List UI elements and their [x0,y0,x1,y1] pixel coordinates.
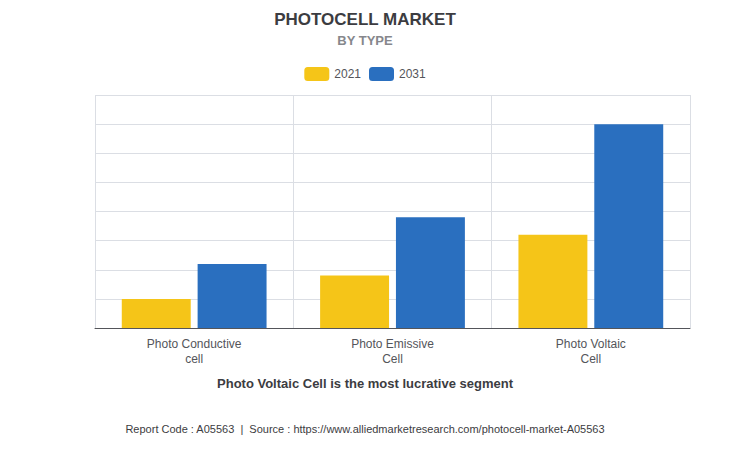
svg-text:Photo Voltaic Cell is the most: Photo Voltaic Cell is the most lucrative… [217,376,514,391]
svg-text:PHOTOCELL MARKET: PHOTOCELL MARKET [274,10,456,29]
svg-text:2031: 2031 [399,67,426,81]
svg-text:2021: 2021 [334,67,361,81]
svg-text:Report Code : A05563 | Sourc: Report Code : A05563 | Source : https://… [125,423,604,435]
svg-text:Cell: Cell [382,352,403,366]
svg-text:Photo Emissive: Photo Emissive [351,337,434,351]
svg-text:cell: cell [185,352,203,366]
svg-text:BY TYPE: BY TYPE [337,33,393,48]
svg-text:Photo Voltaic: Photo Voltaic [556,337,626,351]
svg-text:Cell: Cell [580,352,601,366]
svg-text:Photo Conductive: Photo Conductive [147,337,242,351]
